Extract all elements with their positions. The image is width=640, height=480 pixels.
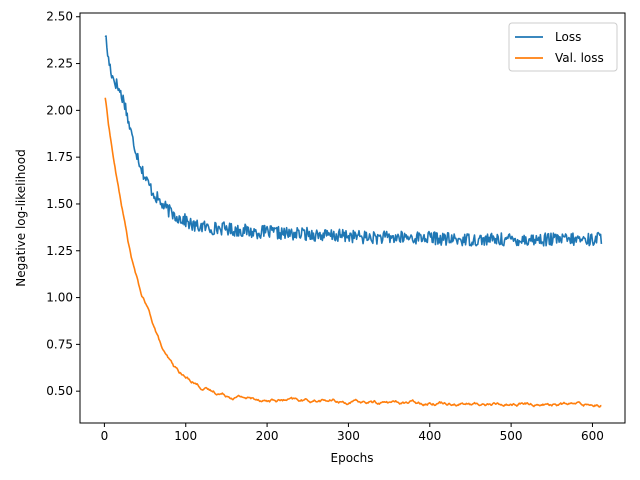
y-axis-ticks: 0.50 0.75 1.00 1.25 1.50 1.75 2.00 2.25 2.50 [46,10,80,398]
x-tick-label: 200 [256,429,279,443]
y-tick-label: 1.50 [46,197,73,211]
legend-label: Loss [555,30,581,44]
y-tick-label: 0.75 [46,337,73,351]
x-tick-label: 0 [101,429,109,443]
y-tick-label: 0.50 [46,384,73,398]
series-line-val-loss [104,97,602,408]
x-tick-label: 600 [581,429,604,443]
y-tick-label: 2.25 [46,57,73,71]
y-axis-label: Negative log-likelihood [14,149,28,286]
y-tick-label: 2.00 [46,103,73,117]
y-tick-label: 1.25 [46,244,73,258]
x-tick-label: 100 [174,429,197,443]
x-axis-label: Epochs [331,451,374,465]
y-tick-label: 1.75 [46,150,73,164]
x-tick-label: 500 [500,429,523,443]
x-axis-ticks: 0 100 200 300 400 500 600 [101,423,604,443]
legend-box [508,22,618,72]
legend: Loss Val. loss [508,22,618,72]
series-layer [104,35,603,408]
x-tick-label: 300 [337,429,360,443]
y-tick-label: 1.00 [46,291,73,305]
legend-label: Val. loss [555,51,604,65]
series-line-loss [104,35,603,247]
axes-frame [79,12,626,424]
x-tick-label: 400 [418,429,441,443]
y-tick-label: 2.50 [46,10,73,24]
